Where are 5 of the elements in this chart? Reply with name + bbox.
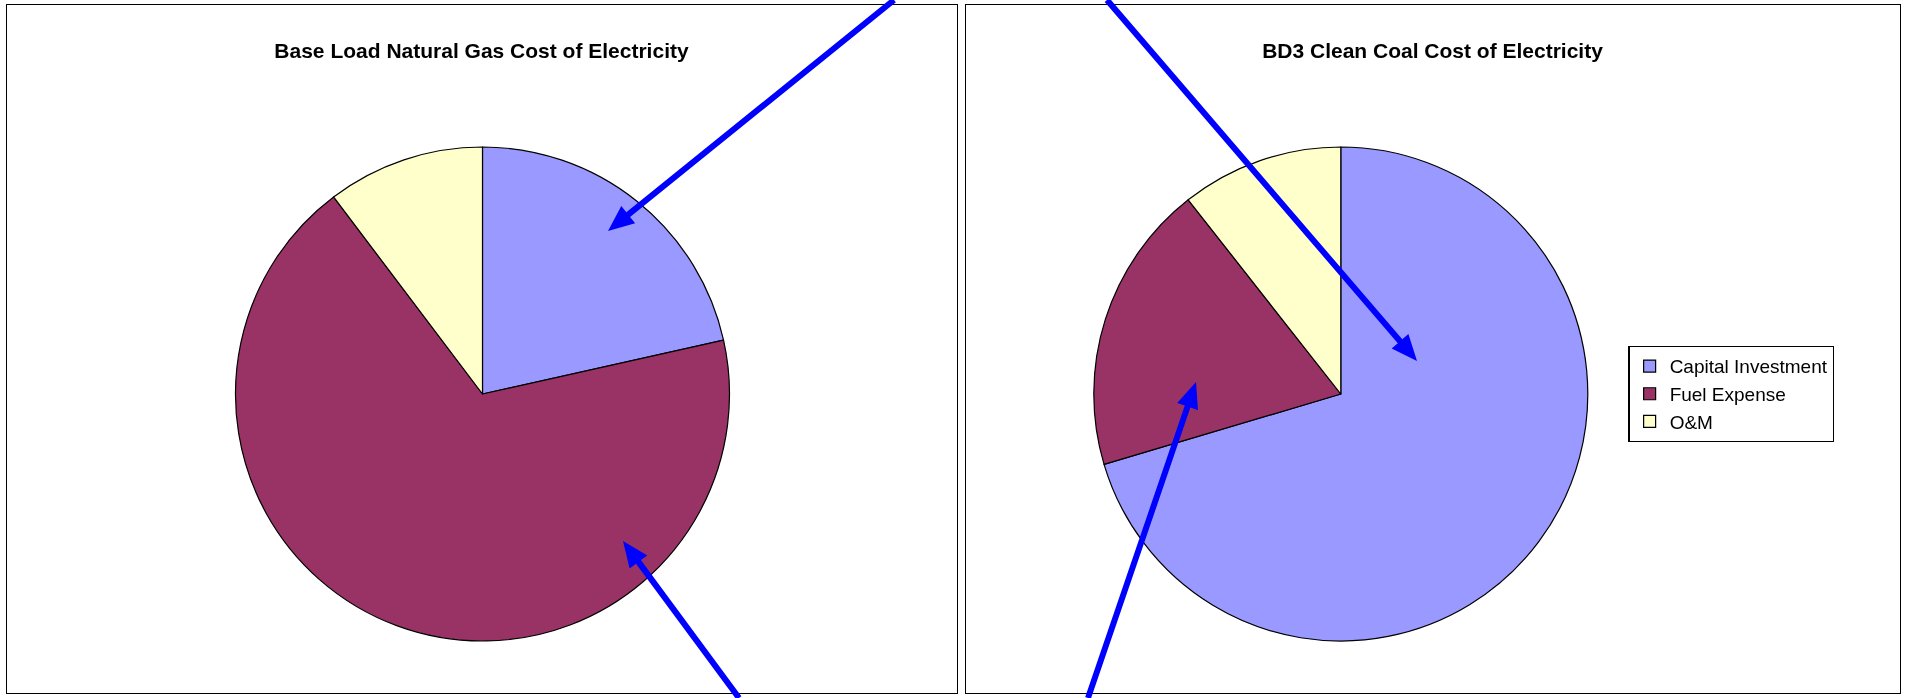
chart-title: BD3 Clean Coal Cost of Electricity bbox=[1262, 39, 1604, 63]
legend-label: Capital Investment bbox=[1669, 356, 1828, 378]
legend-label: O&M bbox=[1669, 411, 1713, 433]
chart-title: Base Load Natural Gas Cost of Electricity bbox=[274, 39, 689, 63]
legend-label: Fuel Expense bbox=[1669, 384, 1786, 406]
